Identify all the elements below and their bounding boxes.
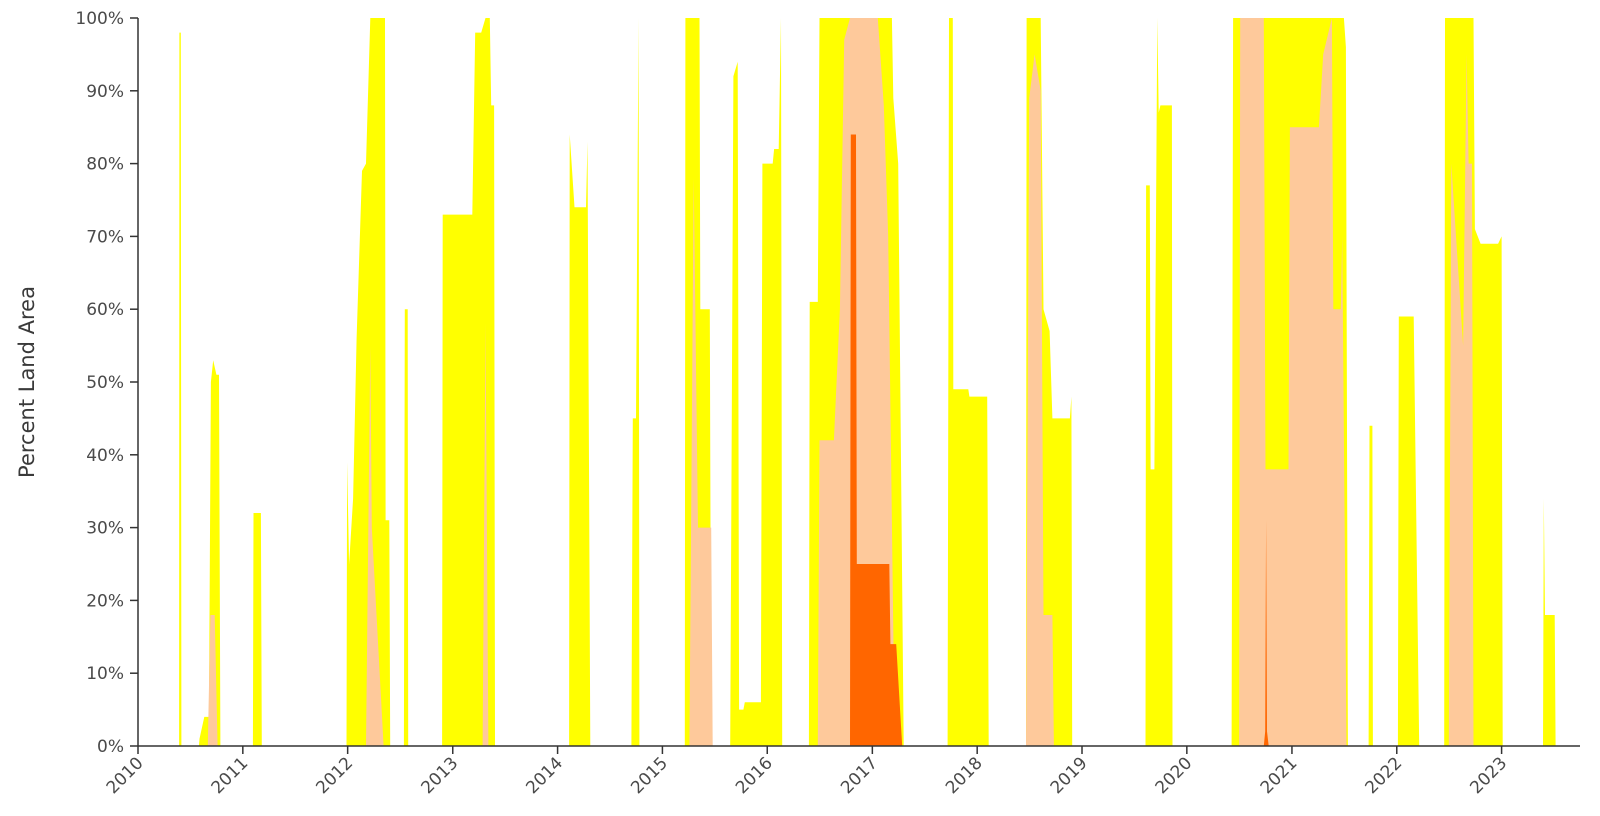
- y-tick-label: 40%: [86, 446, 124, 466]
- x-tick-label: 2012: [312, 753, 357, 798]
- x-tick-label: 2011: [208, 753, 253, 798]
- x-tick-label: 2015: [627, 753, 672, 798]
- y-tick-label: 60%: [86, 300, 124, 320]
- x-tick-label: 2018: [942, 753, 987, 798]
- x-tick-label: 2010: [103, 753, 148, 798]
- y-tick-label: 90%: [86, 82, 124, 102]
- x-tick-label: 2020: [1152, 753, 1197, 798]
- series-area-2: [207, 18, 1474, 746]
- y-tick-label: 30%: [86, 519, 124, 539]
- x-tick-label: 2021: [1257, 753, 1302, 798]
- x-tick-label: 2014: [522, 753, 567, 798]
- x-tick-label: 2017: [837, 753, 882, 798]
- x-axis-ticks: 2010 2011 2012 2013 2014 2015 2016 2017 2018 2019…: [103, 746, 1511, 798]
- series-area-3: [850, 134, 1269, 746]
- y-axis-ticks: 0% 10% 20% 30% 40% 50% 60% 70% 80% 90% 100%: [75, 9, 138, 757]
- x-tick-label: 2016: [732, 753, 777, 798]
- x-tick-label: 2023: [1466, 753, 1511, 798]
- x-tick-label: 2022: [1362, 753, 1407, 798]
- y-axis-title: Percent Land Area: [15, 286, 39, 478]
- y-tick-label: 50%: [86, 373, 124, 393]
- y-tick-label: 10%: [86, 664, 124, 684]
- y-tick-label: 20%: [86, 591, 124, 611]
- x-tick-label: 2019: [1047, 753, 1092, 798]
- x-tick-label: 2013: [418, 753, 463, 798]
- y-tick-label: 100%: [75, 9, 124, 29]
- y-tick-label: 0%: [97, 737, 124, 757]
- y-tick-label: 80%: [86, 155, 124, 175]
- y-tick-label: 70%: [86, 227, 124, 247]
- series-layer: [179, 18, 1556, 746]
